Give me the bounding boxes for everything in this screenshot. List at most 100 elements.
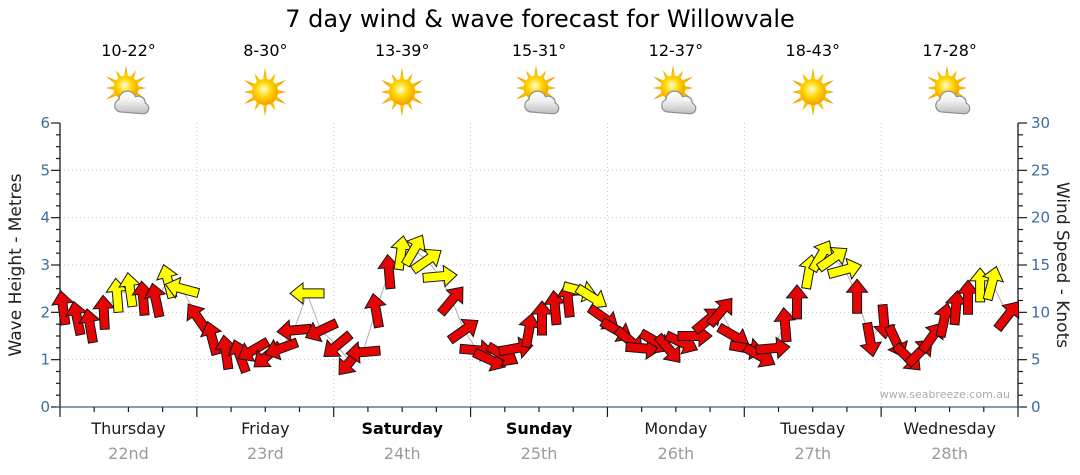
cloud-icon [524, 90, 560, 115]
day-label-sunday: Sunday 25th [471, 419, 608, 463]
wind-arrow-red [51, 289, 74, 326]
wind-arrow-yellow [826, 257, 863, 280]
weather-icon-wrap [60, 65, 197, 118]
day-name-label: Monday [644, 419, 708, 438]
sun-cloud-icon [516, 65, 560, 115]
wind-arrow-red [773, 306, 797, 343]
wind-arrow-red [859, 321, 883, 358]
day-name-label: Sunday [505, 419, 573, 438]
right-axis-tick-label: 5 [1031, 351, 1041, 369]
wind-arrow-yellow [422, 264, 458, 288]
day-header-tuesday: 18-43° [744, 41, 881, 118]
wind-arrow-red [323, 330, 354, 357]
sun-cloud-icon [926, 65, 970, 115]
wind-arrow-red [993, 301, 1020, 333]
wind-arrow-red [364, 292, 387, 329]
wind-arrow-red [345, 340, 381, 364]
weather-icon-wrap [744, 66, 881, 118]
wind-arrow-red [143, 282, 167, 319]
wind-arrow-red [78, 308, 101, 344]
cloud-icon [113, 90, 149, 115]
wind-arrow-red [264, 337, 300, 361]
day-label-friday: Friday 23rd [197, 419, 334, 463]
left-axis-tick-label: 0 [40, 398, 50, 416]
sun-disc [389, 79, 416, 105]
day-date-label: 24th [383, 444, 421, 463]
sun-icon [381, 68, 424, 116]
day-header-sunday: 15-31° [471, 41, 608, 118]
wind-arrow-red [436, 286, 464, 317]
day-name-label: Wednesday [903, 419, 996, 438]
weather-icon-wrap [334, 66, 471, 118]
sun-disc [799, 79, 826, 105]
day-header-friday: 8-30° [197, 41, 334, 118]
day-label-wednesday: Wednesday 28th [881, 419, 1018, 463]
temp-range-label: 13-39° [374, 41, 430, 60]
day-date-label: 25th [520, 444, 558, 463]
weather-icon-wrap [881, 65, 1018, 118]
wind-arrow-yellow [815, 246, 848, 273]
temp-range-label: 18-43° [785, 41, 841, 60]
wind-arrow-red [845, 278, 869, 314]
wind-arrow-red [755, 336, 791, 360]
left-axis-tick-label: 5 [40, 161, 50, 179]
temp-range-label: 15-31° [511, 41, 567, 60]
day-label-tuesday: Tuesday 27th [744, 419, 881, 463]
right-axis-tick-label: 25 [1031, 161, 1050, 179]
temp-range-label: 8-30° [243, 41, 288, 60]
wind-arrow-red [304, 318, 339, 343]
left-axis-tick-label: 2 [40, 303, 50, 321]
wind-arrow-yellow [981, 265, 1005, 302]
sun-icon [791, 68, 834, 116]
wind-arrow-red [237, 337, 271, 362]
cloud-icon [934, 90, 970, 115]
day-date-label: 26th [657, 444, 695, 463]
wind-arrow-red [705, 297, 733, 329]
page-title: 7 day wind & wave forecast for Willowval… [285, 5, 795, 33]
sun-cloud-icon [652, 65, 697, 115]
weather-icon-wrap [471, 65, 608, 118]
day-header-saturday: 13-39° [334, 41, 471, 118]
left-axis-tick-label: 1 [40, 351, 50, 369]
right-axis-tick-label: 10 [1031, 303, 1050, 321]
sun-icon [244, 68, 287, 116]
wind-arrow-red [785, 284, 809, 320]
cloud-icon [661, 90, 697, 115]
right-axis-tick-label: 0 [1031, 398, 1041, 416]
wind-arrow-yellow [164, 276, 201, 299]
day-label-monday: Monday 26th [607, 419, 744, 463]
temp-range-label: 17-28° [922, 41, 977, 60]
right-axis-tick-label: 30 [1031, 114, 1050, 132]
watermark: www.seabreeze.com.au [879, 388, 1010, 401]
weather-icon-wrap [197, 66, 334, 118]
left-axis-tick-label: 4 [40, 209, 50, 227]
wind-arrow-red [446, 318, 479, 345]
day-label-saturday: Saturday 24th [334, 419, 471, 463]
day-header-wednesday: 17-28° [881, 41, 1018, 118]
day-name-label: Friday [241, 419, 290, 438]
day-date-label: 22nd [108, 444, 149, 463]
sun-cloud-icon [105, 65, 149, 115]
day-name-label: Thursday [91, 419, 166, 438]
day-name-label: Tuesday [780, 419, 846, 438]
right-axis-tick-label: 20 [1031, 209, 1050, 227]
day-date-label: 27th [794, 444, 832, 463]
wind-arrow-red [92, 294, 116, 331]
temp-range-label: 10-22° [101, 41, 156, 60]
day-header-thursday: 10-22° [60, 41, 197, 118]
left-axis-tick-label: 3 [40, 256, 50, 274]
sun-disc [252, 79, 279, 105]
day-header-monday: 12-37° [607, 41, 744, 118]
day-label-thursday: Thursday 22nd [60, 419, 197, 463]
day-date-label: 23rd [246, 444, 284, 463]
weather-icon-wrap [607, 65, 744, 118]
wind-arrow-yellow [289, 281, 325, 305]
right-axis-tick-label: 15 [1031, 256, 1050, 274]
day-name-label: Saturday [361, 419, 443, 438]
wind-arrow-yellow [409, 248, 442, 275]
left-axis-tick-label: 6 [40, 114, 50, 132]
wind-arrow-yellow [400, 234, 426, 268]
temp-range-label: 12-37° [648, 41, 704, 60]
